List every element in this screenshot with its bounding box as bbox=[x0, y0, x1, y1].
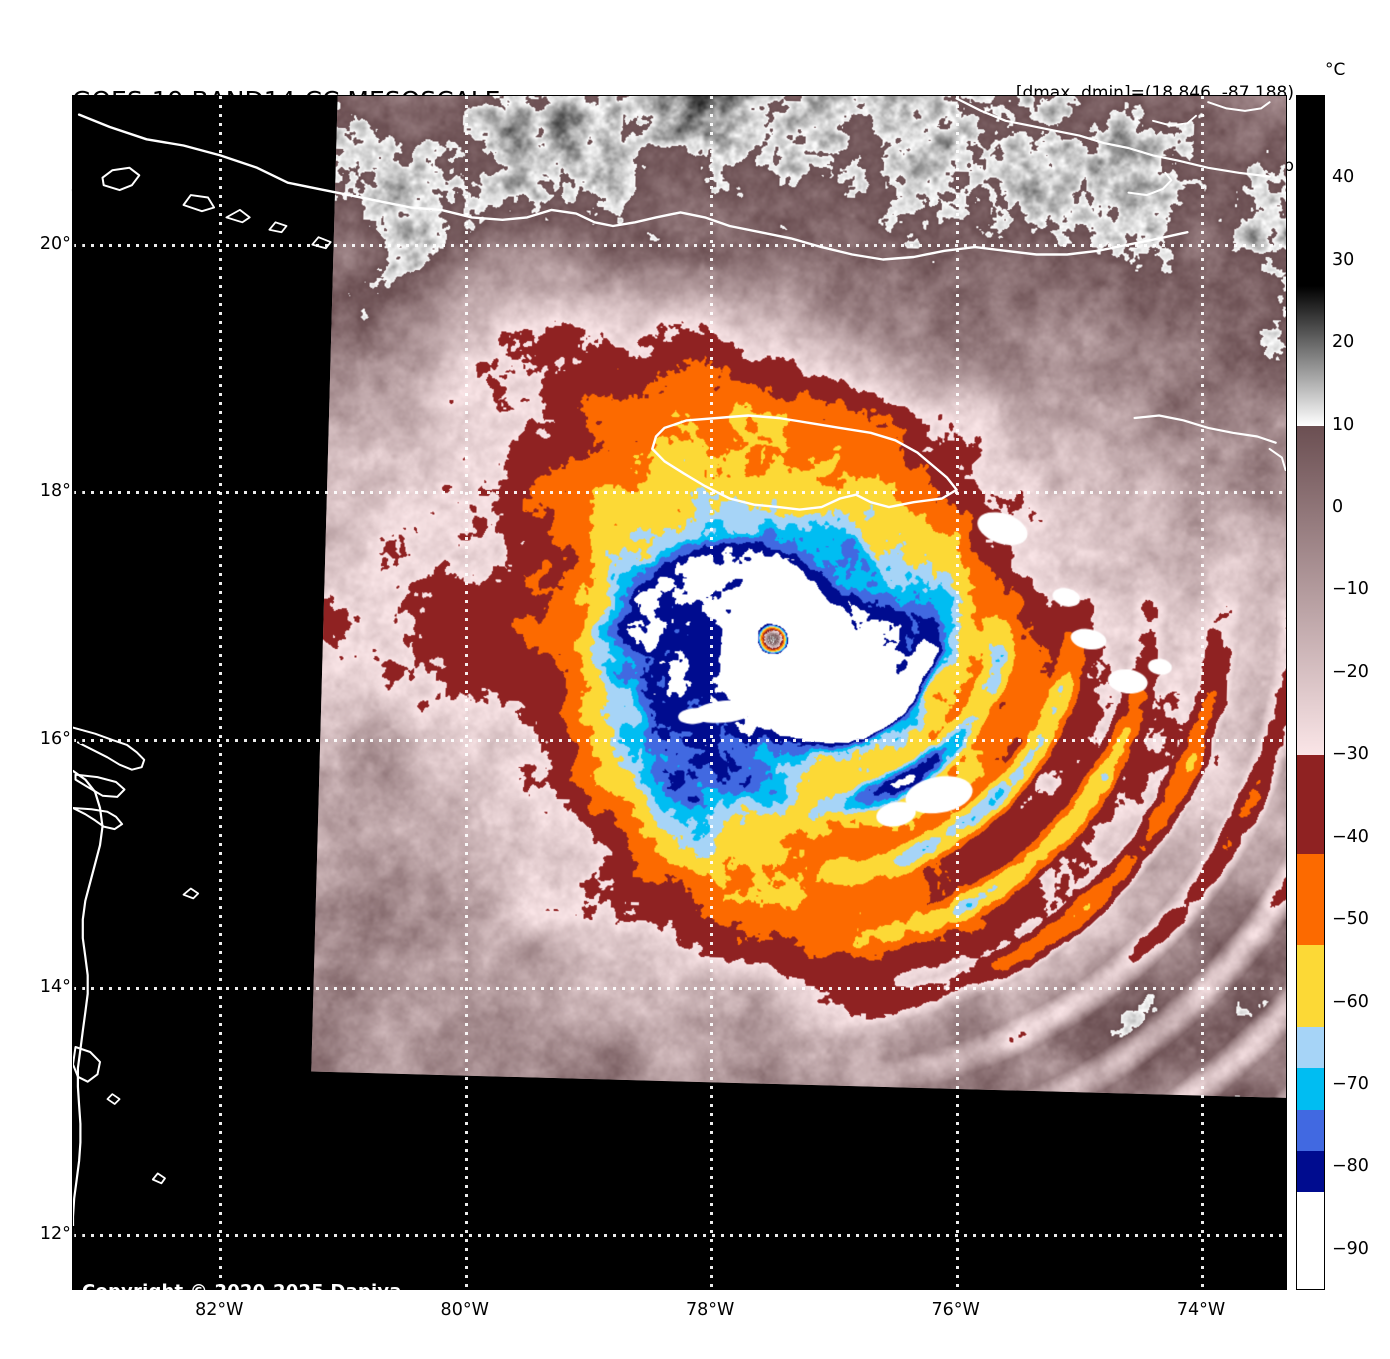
colorbar-band bbox=[1297, 1027, 1324, 1070]
colorbar-tick-label: −60 bbox=[1332, 991, 1369, 1012]
copyright-notice: Copyright © 2020-2025 Dapiya bbox=[82, 1281, 402, 1302]
colorbar-band bbox=[1297, 944, 1324, 1028]
colorbar-band bbox=[1297, 1068, 1324, 1111]
colorbar-tick-label: −40 bbox=[1332, 826, 1369, 847]
satellite-image-plot[interactable] bbox=[72, 95, 1287, 1290]
coastline-path bbox=[106, 1093, 121, 1105]
coastline-path bbox=[73, 1046, 101, 1083]
colorbar-tick-label: 40 bbox=[1332, 167, 1355, 188]
latitude-tick-label: 12°N bbox=[39, 1224, 84, 1245]
colorbar-tick-label: 20 bbox=[1332, 332, 1355, 353]
colorbar-band bbox=[1297, 1192, 1324, 1289]
longitude-tick-label: 82°W bbox=[195, 1300, 244, 1320]
colorbar-tick-label: −10 bbox=[1332, 579, 1369, 600]
colorbar-unit-label: °C bbox=[1325, 60, 1346, 80]
coastline-path bbox=[151, 1172, 166, 1185]
longitude-tick-label: 78°W bbox=[686, 1300, 735, 1320]
colorbar-band bbox=[1297, 425, 1324, 756]
coastline-path bbox=[73, 769, 104, 1237]
latitude-tick-label: 18°N bbox=[39, 481, 84, 502]
colorbar-tick-label: −50 bbox=[1332, 909, 1369, 930]
longitude-tick-label: 76°W bbox=[931, 1300, 980, 1320]
latitude-tick-label: 20°N bbox=[39, 233, 84, 254]
colorbar-band bbox=[1297, 285, 1324, 427]
latitude-tick-label: 16°N bbox=[39, 728, 84, 749]
longitude-tick-label: 74°W bbox=[1176, 1300, 1226, 1320]
colorbar-band bbox=[1297, 1150, 1324, 1193]
colorbar-band bbox=[1297, 1109, 1324, 1152]
colorbar-tick-label: −90 bbox=[1332, 1238, 1369, 1259]
ir-brightness-temperature-raster bbox=[311, 96, 1286, 1101]
gridline-lat bbox=[73, 1234, 1286, 1238]
colorbar-band bbox=[1297, 854, 1324, 946]
latitude-tick-label: 14°N bbox=[39, 976, 84, 997]
colorbar-tick-label: −70 bbox=[1332, 1073, 1369, 1094]
longitude-tick-label: 80°W bbox=[440, 1300, 489, 1320]
colorbar-tick-label: 30 bbox=[1332, 249, 1355, 270]
coastline-path bbox=[225, 209, 251, 224]
coastline-path bbox=[101, 166, 141, 192]
colorbar-band bbox=[1297, 755, 1324, 855]
colorbar-tick-label: 10 bbox=[1332, 414, 1355, 435]
coastline-path bbox=[74, 773, 126, 798]
coastline-path bbox=[73, 807, 124, 831]
gridline-lon bbox=[219, 96, 223, 1289]
colorbar-band bbox=[1297, 96, 1324, 287]
colorbar-tick-label: −80 bbox=[1332, 1156, 1369, 1177]
colorbar-tick-label: 0 bbox=[1332, 497, 1344, 518]
coastline-path bbox=[311, 236, 332, 250]
swath-raster bbox=[311, 96, 1286, 1101]
satellite-data-swath bbox=[311, 96, 1286, 1101]
colorbar-tick-label: −30 bbox=[1332, 744, 1369, 765]
coastline-path bbox=[182, 194, 216, 213]
colorbar-tick-label: −20 bbox=[1332, 661, 1369, 682]
coastline-path bbox=[182, 887, 200, 900]
temperature-colorbar[interactable] bbox=[1296, 95, 1325, 1290]
colorbar-gradient bbox=[1297, 96, 1324, 1289]
coastline-path bbox=[268, 221, 288, 234]
